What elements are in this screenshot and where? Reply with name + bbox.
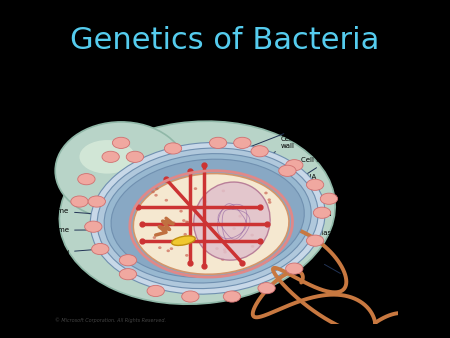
Ellipse shape	[112, 137, 130, 148]
Ellipse shape	[166, 249, 170, 252]
Ellipse shape	[104, 153, 311, 283]
Ellipse shape	[111, 159, 304, 277]
Text: Flagellum: Flagellum	[324, 264, 370, 284]
Ellipse shape	[158, 246, 162, 249]
Ellipse shape	[59, 121, 335, 304]
Ellipse shape	[102, 151, 119, 163]
Ellipse shape	[306, 235, 324, 246]
Ellipse shape	[306, 179, 324, 190]
Ellipse shape	[185, 254, 189, 257]
Ellipse shape	[126, 151, 144, 163]
Text: Plasmid: Plasmid	[42, 244, 170, 256]
Ellipse shape	[165, 199, 168, 202]
Ellipse shape	[71, 196, 88, 207]
Ellipse shape	[195, 240, 199, 243]
Ellipse shape	[222, 206, 225, 209]
Text: Cytoplasm: Cytoplasm	[273, 230, 338, 245]
Ellipse shape	[133, 173, 289, 274]
Ellipse shape	[88, 196, 105, 207]
Ellipse shape	[320, 193, 338, 204]
Text: Nucleoid: Nucleoid	[273, 211, 332, 231]
Ellipse shape	[185, 221, 189, 223]
Ellipse shape	[97, 148, 318, 289]
Ellipse shape	[194, 182, 270, 260]
Ellipse shape	[164, 143, 182, 154]
Ellipse shape	[201, 239, 204, 242]
Ellipse shape	[90, 142, 325, 294]
Ellipse shape	[194, 187, 197, 190]
Ellipse shape	[215, 247, 219, 250]
Ellipse shape	[251, 146, 268, 157]
Text: Cell membrane: Cell membrane	[279, 158, 355, 192]
Ellipse shape	[268, 201, 271, 204]
Ellipse shape	[223, 248, 226, 251]
Text: Mesosome: Mesosome	[32, 227, 153, 233]
Text: DNA: DNA	[269, 174, 316, 203]
Text: Genetics of Bacteria: Genetics of Bacteria	[70, 26, 380, 55]
Ellipse shape	[154, 194, 158, 197]
Ellipse shape	[170, 247, 173, 250]
Ellipse shape	[250, 234, 254, 237]
Ellipse shape	[221, 190, 225, 192]
Ellipse shape	[232, 227, 236, 230]
Ellipse shape	[186, 221, 189, 224]
Text: Capsule: Capsule	[248, 124, 315, 147]
Ellipse shape	[147, 285, 164, 296]
Ellipse shape	[182, 219, 185, 222]
Ellipse shape	[119, 269, 137, 280]
Ellipse shape	[172, 221, 176, 224]
Ellipse shape	[313, 207, 331, 218]
Ellipse shape	[209, 137, 227, 148]
Ellipse shape	[267, 198, 271, 201]
Ellipse shape	[223, 251, 227, 254]
Ellipse shape	[204, 200, 207, 203]
Text: © Microsoft Corporation. All Rights Reserved.: © Microsoft Corporation. All Rights Rese…	[55, 317, 166, 323]
Ellipse shape	[80, 140, 135, 174]
Ellipse shape	[184, 233, 187, 236]
Ellipse shape	[279, 165, 296, 176]
Text: Cell
wall: Cell wall	[255, 137, 294, 166]
Ellipse shape	[92, 243, 109, 255]
Ellipse shape	[85, 221, 102, 232]
Ellipse shape	[162, 223, 166, 226]
Text: Pilus: Pilus	[269, 191, 317, 217]
Ellipse shape	[238, 215, 242, 218]
Ellipse shape	[179, 210, 183, 213]
Ellipse shape	[55, 122, 187, 220]
Ellipse shape	[78, 174, 95, 185]
Ellipse shape	[182, 291, 199, 302]
Ellipse shape	[223, 291, 241, 302]
Ellipse shape	[264, 192, 268, 194]
Ellipse shape	[153, 236, 156, 239]
Ellipse shape	[221, 258, 225, 261]
Ellipse shape	[151, 191, 155, 193]
Ellipse shape	[119, 255, 137, 266]
Ellipse shape	[171, 236, 195, 245]
Ellipse shape	[286, 160, 303, 171]
Ellipse shape	[286, 263, 303, 274]
Text: Ribosome: Ribosome	[35, 208, 153, 218]
Ellipse shape	[155, 187, 158, 190]
Ellipse shape	[234, 137, 251, 148]
Ellipse shape	[251, 245, 254, 248]
Ellipse shape	[258, 283, 275, 294]
